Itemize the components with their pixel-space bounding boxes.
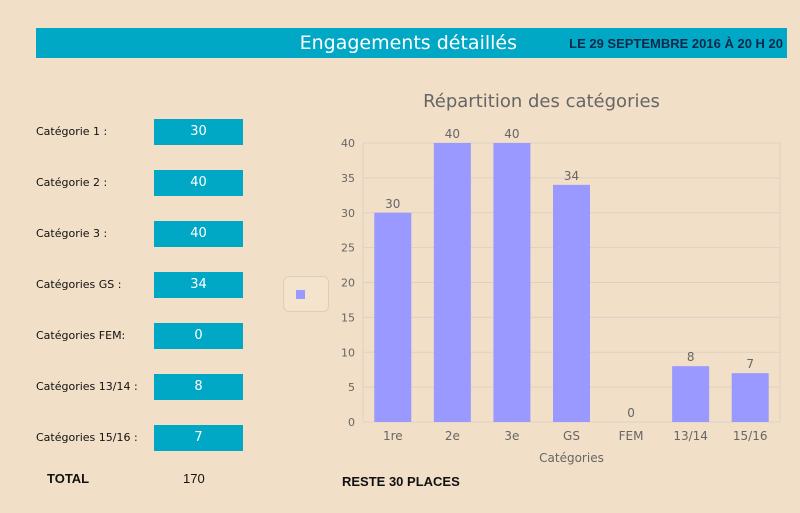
total-value: 170 <box>183 471 205 486</box>
y-tick-label: 5 <box>348 381 355 394</box>
bar <box>493 143 531 422</box>
x-tick-label: FEM <box>619 429 644 443</box>
data-label: 40 <box>445 127 460 141</box>
x-tick-label: 15/16 <box>733 429 768 443</box>
category-row: Catégories 13/14 : 8 <box>36 374 256 400</box>
bar <box>731 373 769 422</box>
bar <box>672 366 710 422</box>
data-label: 30 <box>385 197 400 211</box>
category-value: 30 <box>154 119 243 145</box>
x-tick-label: 13/14 <box>673 429 708 443</box>
page-title: Engagements détaillés <box>299 32 517 54</box>
category-value: 7 <box>154 425 243 451</box>
y-tick-label: 10 <box>341 346 355 359</box>
y-tick-label: 40 <box>341 137 355 150</box>
data-label: 8 <box>687 350 695 364</box>
y-tick-label: 15 <box>341 311 355 324</box>
x-tick-label: 2e <box>445 429 460 443</box>
bar <box>433 143 471 422</box>
category-label: Catégories FEM: <box>36 329 126 342</box>
category-row: Catégorie 3 : 40 <box>36 221 256 247</box>
category-label: Catégorie 3 : <box>36 227 108 240</box>
data-label: 7 <box>746 357 754 371</box>
category-row: Catégories GS : 34 <box>36 272 256 298</box>
x-tick-label: 3e <box>504 429 519 443</box>
category-label: Catégories 15/16 : <box>36 431 138 444</box>
y-tick-label: 20 <box>341 277 355 290</box>
x-tick-label: GS <box>563 429 580 443</box>
x-axis-label: Catégories <box>539 451 604 465</box>
category-value: 8 <box>154 374 243 400</box>
remaining-places-text: RESTE 30 PLACES <box>342 474 460 489</box>
category-label: Catégorie 2 : <box>36 176 108 189</box>
total-label: TOTAL <box>47 471 90 486</box>
category-row: Catégories 15/16 : 7 <box>36 425 256 451</box>
category-value: 0 <box>154 323 243 349</box>
y-tick-label: 35 <box>341 172 355 185</box>
category-value: 40 <box>154 170 243 196</box>
x-tick-label: 1re <box>383 429 403 443</box>
data-label: 40 <box>504 127 519 141</box>
category-row: Catégorie 1 : 30 <box>36 119 256 145</box>
category-row: Catégories FEM: 0 <box>36 323 256 349</box>
bar <box>553 184 590 422</box>
category-value: 34 <box>154 272 243 298</box>
header-bar: Engagements détaillés LE 29 SEPTEMBRE 20… <box>36 28 787 58</box>
category-label: Catégorie 1 : <box>36 125 108 138</box>
category-row: Catégorie 2 : 40 <box>36 170 256 196</box>
bar-chart: Répartition des catégories 0 5 10 15 20 25 30 35… <box>341 91 781 465</box>
category-value: 40 <box>154 221 243 247</box>
data-label: 0 <box>627 406 635 420</box>
y-tick-label: 30 <box>341 207 355 220</box>
legend-swatch <box>296 290 305 299</box>
category-label: Catégories GS : <box>36 278 122 291</box>
y-tick-label: 25 <box>341 242 355 255</box>
bar <box>374 212 412 422</box>
y-tick-label: 0 <box>348 416 355 429</box>
chart-legend <box>283 276 329 312</box>
data-label: 34 <box>564 169 579 183</box>
chart-title: Répartition des catégories <box>423 91 660 112</box>
header-date: LE 29 SEPTEMBRE 2016 À 20 H 20 <box>569 36 783 51</box>
category-label: Catégories 13/14 : <box>36 380 138 393</box>
